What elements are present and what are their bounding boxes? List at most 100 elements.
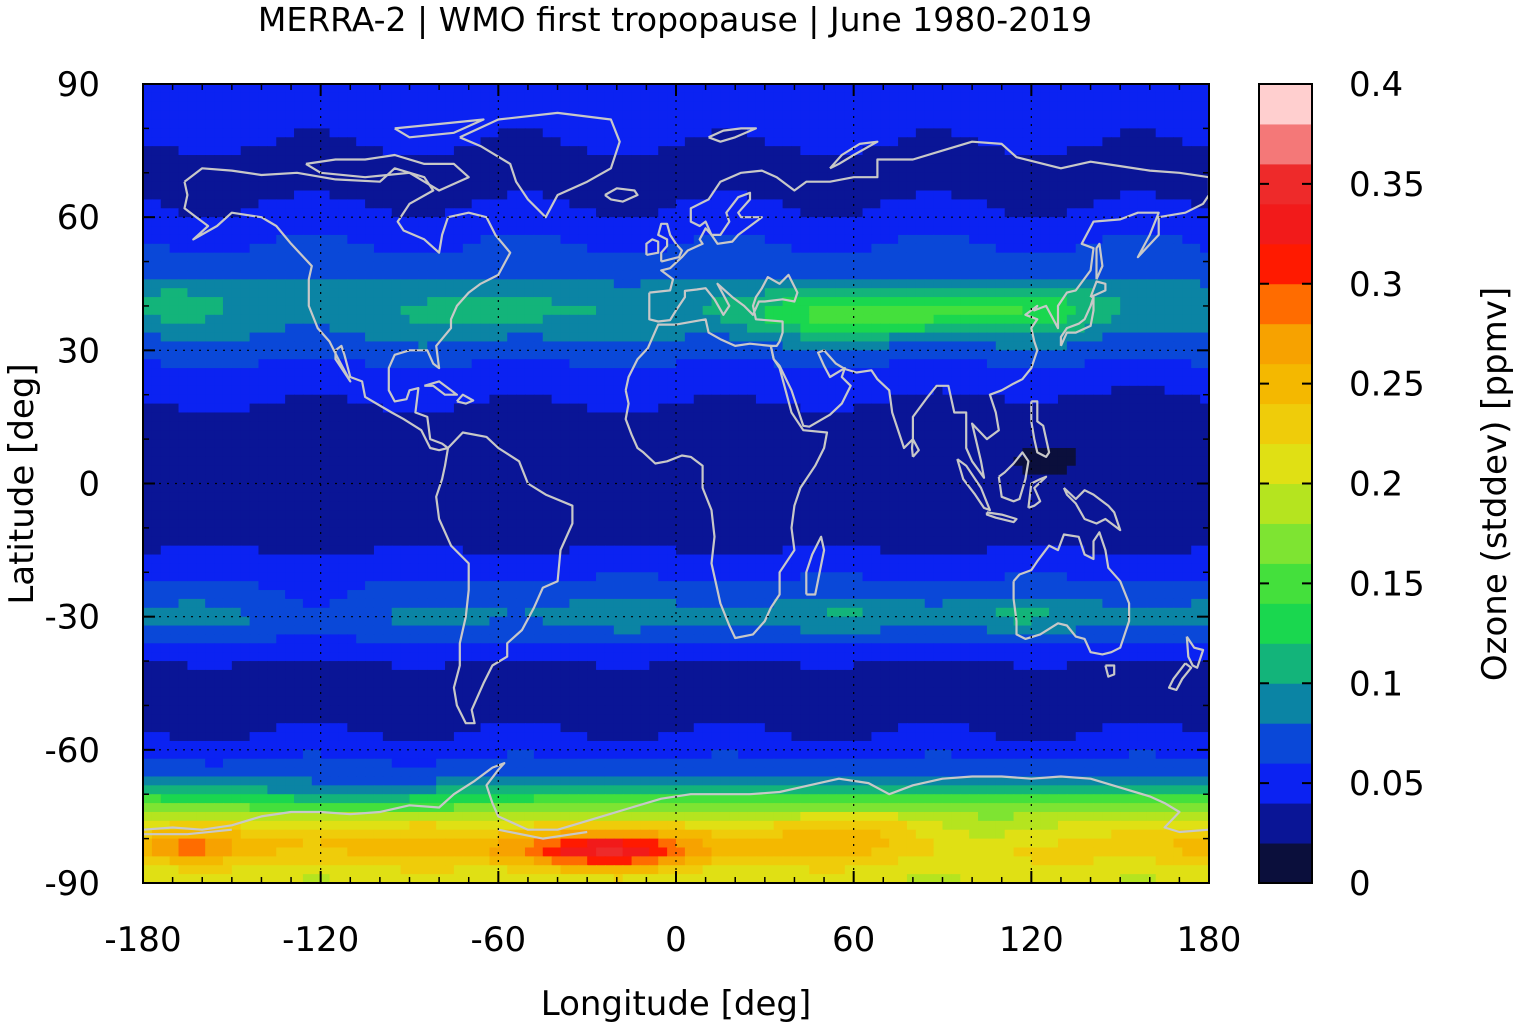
heatmap-cell	[320, 199, 331, 209]
heatmap-cell	[507, 341, 517, 351]
heatmap-cell	[285, 421, 295, 431]
heatmap-cell	[320, 261, 331, 272]
heatmap-cell	[1049, 101, 1059, 112]
heatmap-cell	[693, 101, 704, 112]
heatmap-cell	[596, 403, 606, 414]
heatmap-cell	[880, 163, 890, 174]
heatmap-cell	[1049, 128, 1059, 138]
heatmap-cell	[427, 323, 437, 334]
heatmap-cell	[1066, 119, 1077, 129]
heatmap-cell	[747, 128, 757, 138]
heatmap-cell	[924, 403, 935, 414]
heatmap-cell	[631, 297, 642, 307]
heatmap-cell	[676, 101, 686, 112]
heatmap-cell	[1164, 270, 1175, 280]
heatmap-cell	[1200, 190, 1209, 201]
heatmap-cell	[1093, 412, 1103, 422]
heatmap-cell	[258, 314, 268, 325]
heatmap-cell	[933, 110, 944, 121]
heatmap-cell	[524, 172, 535, 183]
heatmap-cell	[249, 323, 260, 334]
heatmap-cell	[782, 350, 793, 360]
heatmap-cell	[871, 217, 881, 227]
heatmap-cell	[373, 270, 384, 280]
heatmap-cell	[302, 305, 313, 316]
heatmap-cell	[658, 146, 668, 156]
heatmap-cell	[924, 288, 935, 298]
heatmap-cell	[880, 119, 890, 129]
heatmap-cell	[373, 208, 384, 218]
heatmap-cell	[969, 314, 979, 325]
heatmap-cell	[667, 314, 677, 325]
heatmap-cell	[338, 208, 348, 218]
heatmap-cell	[178, 412, 189, 422]
heatmap-cell	[320, 92, 331, 103]
heatmap-cell	[738, 394, 748, 405]
heatmap-cell	[711, 261, 722, 272]
heatmap-cell	[453, 137, 464, 147]
heatmap-cell	[764, 332, 775, 343]
heatmap-cell	[551, 110, 562, 121]
heatmap-cell	[1102, 359, 1112, 369]
heatmap-cell	[1191, 261, 1201, 272]
heatmap-cell	[160, 279, 171, 289]
heatmap-cell	[667, 172, 677, 183]
heatmap-cell	[205, 376, 215, 387]
heatmap-cell	[436, 208, 446, 218]
heatmap-cell	[942, 243, 952, 254]
heatmap-cell	[960, 261, 970, 272]
heatmap-cell	[1155, 172, 1166, 183]
heatmap-cell	[649, 385, 659, 396]
heatmap-cell	[222, 385, 233, 396]
heatmap-cell	[835, 155, 846, 165]
heatmap-cell	[1146, 412, 1157, 422]
heatmap-cell	[791, 314, 801, 325]
heatmap-cell	[249, 368, 260, 378]
heatmap-cell	[178, 439, 189, 449]
heatmap-cell	[889, 172, 899, 183]
heatmap-cell	[640, 341, 650, 351]
heatmap-cell	[524, 279, 535, 289]
heatmap-cell	[498, 323, 508, 334]
heatmap-cell	[249, 226, 260, 236]
heatmap-cell	[711, 376, 722, 387]
heatmap-cell	[436, 217, 446, 227]
heatmap-cell	[480, 314, 491, 325]
heatmap-cell	[329, 297, 340, 307]
heatmap-cell	[1102, 376, 1112, 387]
heatmap-cell	[791, 110, 801, 121]
heatmap-cell	[702, 350, 713, 360]
heatmap-cell	[560, 421, 570, 431]
heatmap-cell	[924, 226, 935, 236]
heatmap-cell	[391, 101, 402, 112]
heatmap-cell	[480, 305, 491, 316]
heatmap-cell	[1155, 341, 1166, 351]
heatmap-cell	[604, 412, 615, 422]
heatmap-cell	[453, 155, 464, 165]
heatmap-cell	[915, 190, 926, 201]
heatmap-cell	[524, 226, 535, 236]
heatmap-cell	[658, 412, 668, 422]
heatmap-cell	[1066, 368, 1077, 378]
heatmap-cell	[1120, 421, 1130, 431]
heatmap-cell	[1111, 137, 1121, 147]
heatmap-cell	[1022, 217, 1032, 227]
heatmap-cell	[205, 252, 215, 263]
heatmap-cell	[782, 341, 793, 351]
heatmap-cell	[844, 288, 855, 298]
heatmap-cell	[1057, 261, 1068, 272]
heatmap-cell	[524, 234, 535, 245]
heatmap-cell	[604, 314, 615, 325]
heatmap-cell	[1155, 208, 1166, 218]
heatmap-cell	[702, 137, 713, 147]
heatmap-cell	[560, 190, 570, 201]
heatmap-cell	[1120, 430, 1130, 440]
heatmap-cell	[516, 110, 526, 121]
heatmap-cell	[1075, 430, 1086, 440]
heatmap-cell	[906, 376, 917, 387]
heatmap-cell	[835, 332, 846, 343]
heatmap-cell	[205, 234, 215, 245]
heatmap-cell	[711, 101, 722, 112]
heatmap-cell	[933, 252, 944, 263]
heatmap-cell	[693, 350, 704, 360]
